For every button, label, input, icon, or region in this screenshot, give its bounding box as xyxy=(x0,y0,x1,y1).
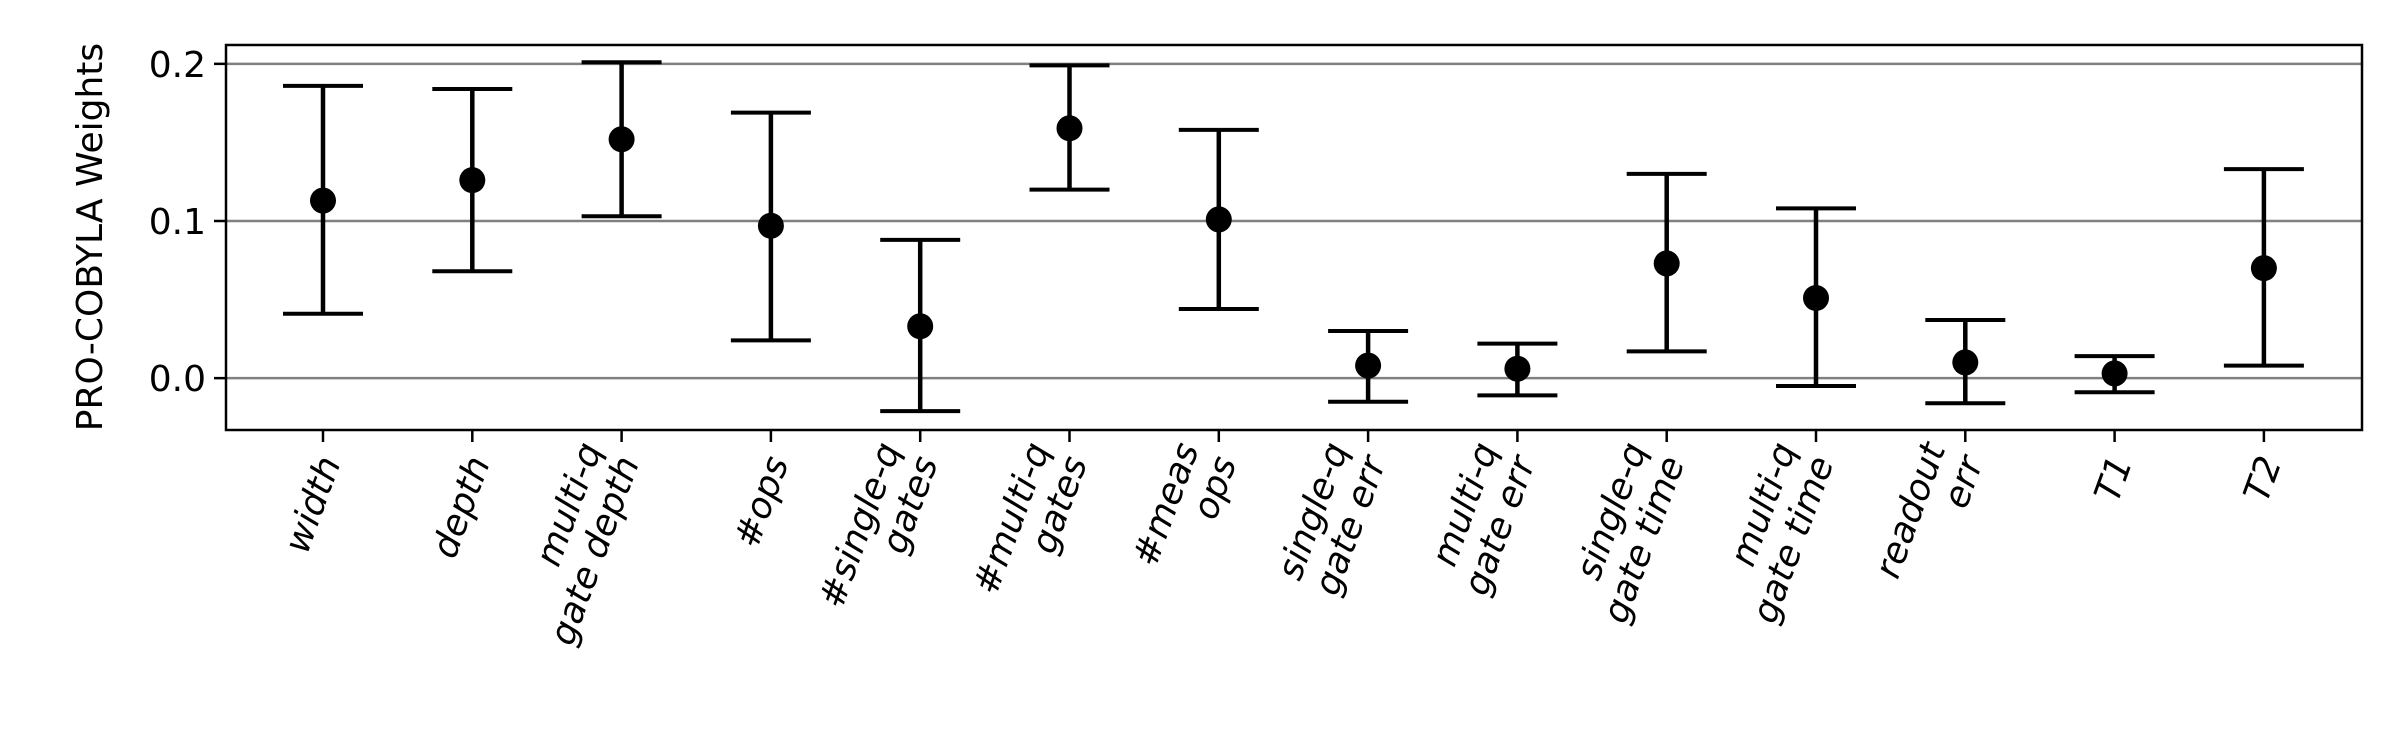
data-point xyxy=(1952,349,1979,376)
data-point xyxy=(757,212,784,239)
x-tick-label: multi-qgate depth xyxy=(504,437,648,650)
data-point xyxy=(907,313,934,340)
data-point xyxy=(2250,255,2277,282)
x-tick-label-line: readout xyxy=(1867,436,1954,584)
x-tick-label: #ops xyxy=(727,451,798,553)
data-point xyxy=(1056,115,1083,142)
data-point xyxy=(1355,352,1382,379)
data-point xyxy=(1504,355,1531,382)
x-tick-label: single-qgate time xyxy=(1558,437,1694,628)
errorbar-point xyxy=(581,60,662,219)
x-tick-label: T1 xyxy=(2087,451,2141,507)
errorbar-point xyxy=(2223,167,2304,368)
x-tick-label: T2 xyxy=(2236,451,2290,507)
y-axis-label: PRO-COBYLA Weights xyxy=(70,43,111,431)
errorbar-point xyxy=(730,110,811,343)
data-point xyxy=(2101,360,2128,387)
y-axis: 0.0 0.1 0.2 xyxy=(149,45,226,400)
x-tick-label: readouterr xyxy=(1867,435,1992,597)
data-marks xyxy=(283,60,2304,414)
data-point xyxy=(608,126,635,153)
x-tick-label-line: depth xyxy=(424,451,498,563)
errorbar-point xyxy=(1029,63,1110,192)
x-tick-label-line: width xyxy=(277,451,349,558)
y-tick-label: 0.0 xyxy=(149,359,206,400)
data-point xyxy=(459,167,486,194)
errorbar-point xyxy=(1328,329,1409,404)
x-tick-label-line: T1 xyxy=(2087,451,2141,507)
y-tick-label: 0.2 xyxy=(149,45,206,86)
x-tick-label: #multi-qgates xyxy=(966,437,1096,613)
errorbar-point xyxy=(432,87,513,274)
gridlines xyxy=(226,62,2362,380)
x-tick-label: depth xyxy=(424,451,498,563)
x-tick-label: multi-qgate time xyxy=(1707,437,1843,628)
x-tick-label-line: T2 xyxy=(2236,451,2290,507)
errorbar-point xyxy=(1925,318,2006,406)
x-tick-label: width xyxy=(277,451,349,558)
errorbar-point xyxy=(2074,354,2155,395)
data-point xyxy=(1653,250,1680,277)
errorbar-point xyxy=(1477,341,1558,398)
data-point xyxy=(1803,285,1829,311)
plot-frame xyxy=(224,43,2364,432)
errorbar-point xyxy=(880,237,961,414)
errorbar-point xyxy=(1178,127,1259,311)
x-tick-label: #single-qgates xyxy=(812,437,947,627)
x-tick-label: #measops xyxy=(1125,437,1245,585)
x-tick-label: single-qgate err xyxy=(1269,435,1395,600)
x-tick-label-line: #ops xyxy=(727,451,798,553)
data-point xyxy=(1205,206,1232,233)
errorbar-point xyxy=(1776,206,1856,388)
errorbar-point xyxy=(1626,171,1707,354)
y-tick-label: 0.1 xyxy=(149,202,206,243)
x-axis: width depth multi-qgate depth #ops #single-q… xyxy=(277,430,2290,651)
data-point xyxy=(310,187,336,214)
errorbar-point xyxy=(283,83,363,316)
x-tick-label: multi-qgate err xyxy=(1418,435,1544,600)
